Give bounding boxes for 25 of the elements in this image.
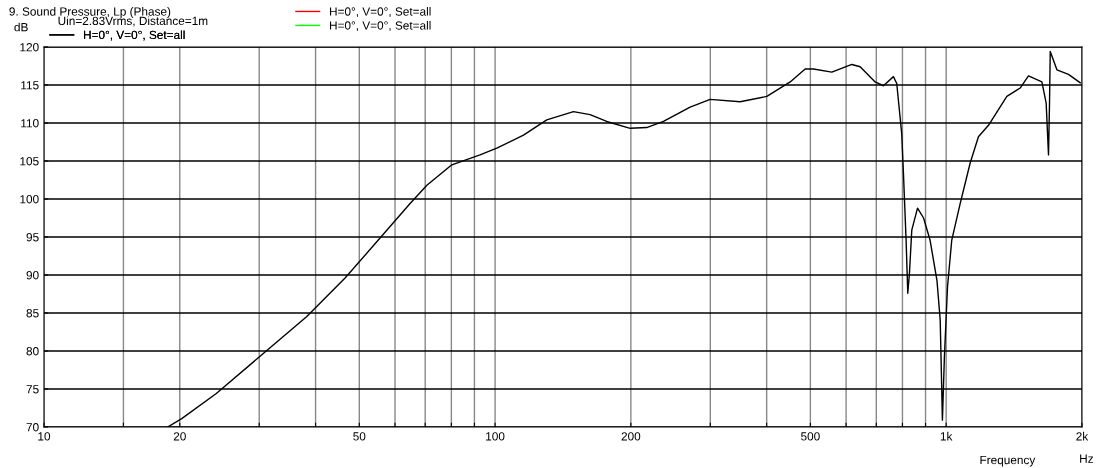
y-tick-label: 80: [26, 347, 39, 356]
x-axis-title: Frequency: [980, 455, 1036, 467]
y-tick-label: 120: [20, 43, 39, 52]
y-tick-label: 100: [20, 195, 39, 204]
y-tick-label: 75: [26, 385, 39, 394]
y-tick-label: 95: [26, 233, 39, 242]
y-tick-label: 85: [26, 309, 39, 318]
x-tick-label: 20: [173, 432, 186, 441]
x-tick-label: 500: [801, 432, 820, 441]
x-tick-label: 200: [621, 432, 641, 441]
text: Hz: [1080, 454, 1094, 463]
y-tick-label: 70: [26, 423, 39, 432]
x-tick-label: 10: [38, 432, 51, 441]
legend-label: H=0°, V=0°, Set=all: [84, 30, 185, 41]
y-tick-label: 90: [26, 271, 39, 280]
y-axis-title: dB: [14, 22, 28, 32]
y-tick-label: 115: [21, 81, 39, 90]
x-tick-label: 1k: [940, 431, 953, 441]
legend-label: H=0°, V=0°, Set=all: [330, 7, 431, 18]
legend-label: H=0°, V=0°, Set=all: [330, 21, 431, 32]
y-tick-label: 105: [20, 157, 39, 166]
x-tick-label: 50: [353, 432, 366, 441]
x-tick-label: 2k: [1076, 431, 1089, 441]
y-tick-label: 110: [21, 119, 39, 128]
x-tick-label: 100: [486, 432, 505, 441]
